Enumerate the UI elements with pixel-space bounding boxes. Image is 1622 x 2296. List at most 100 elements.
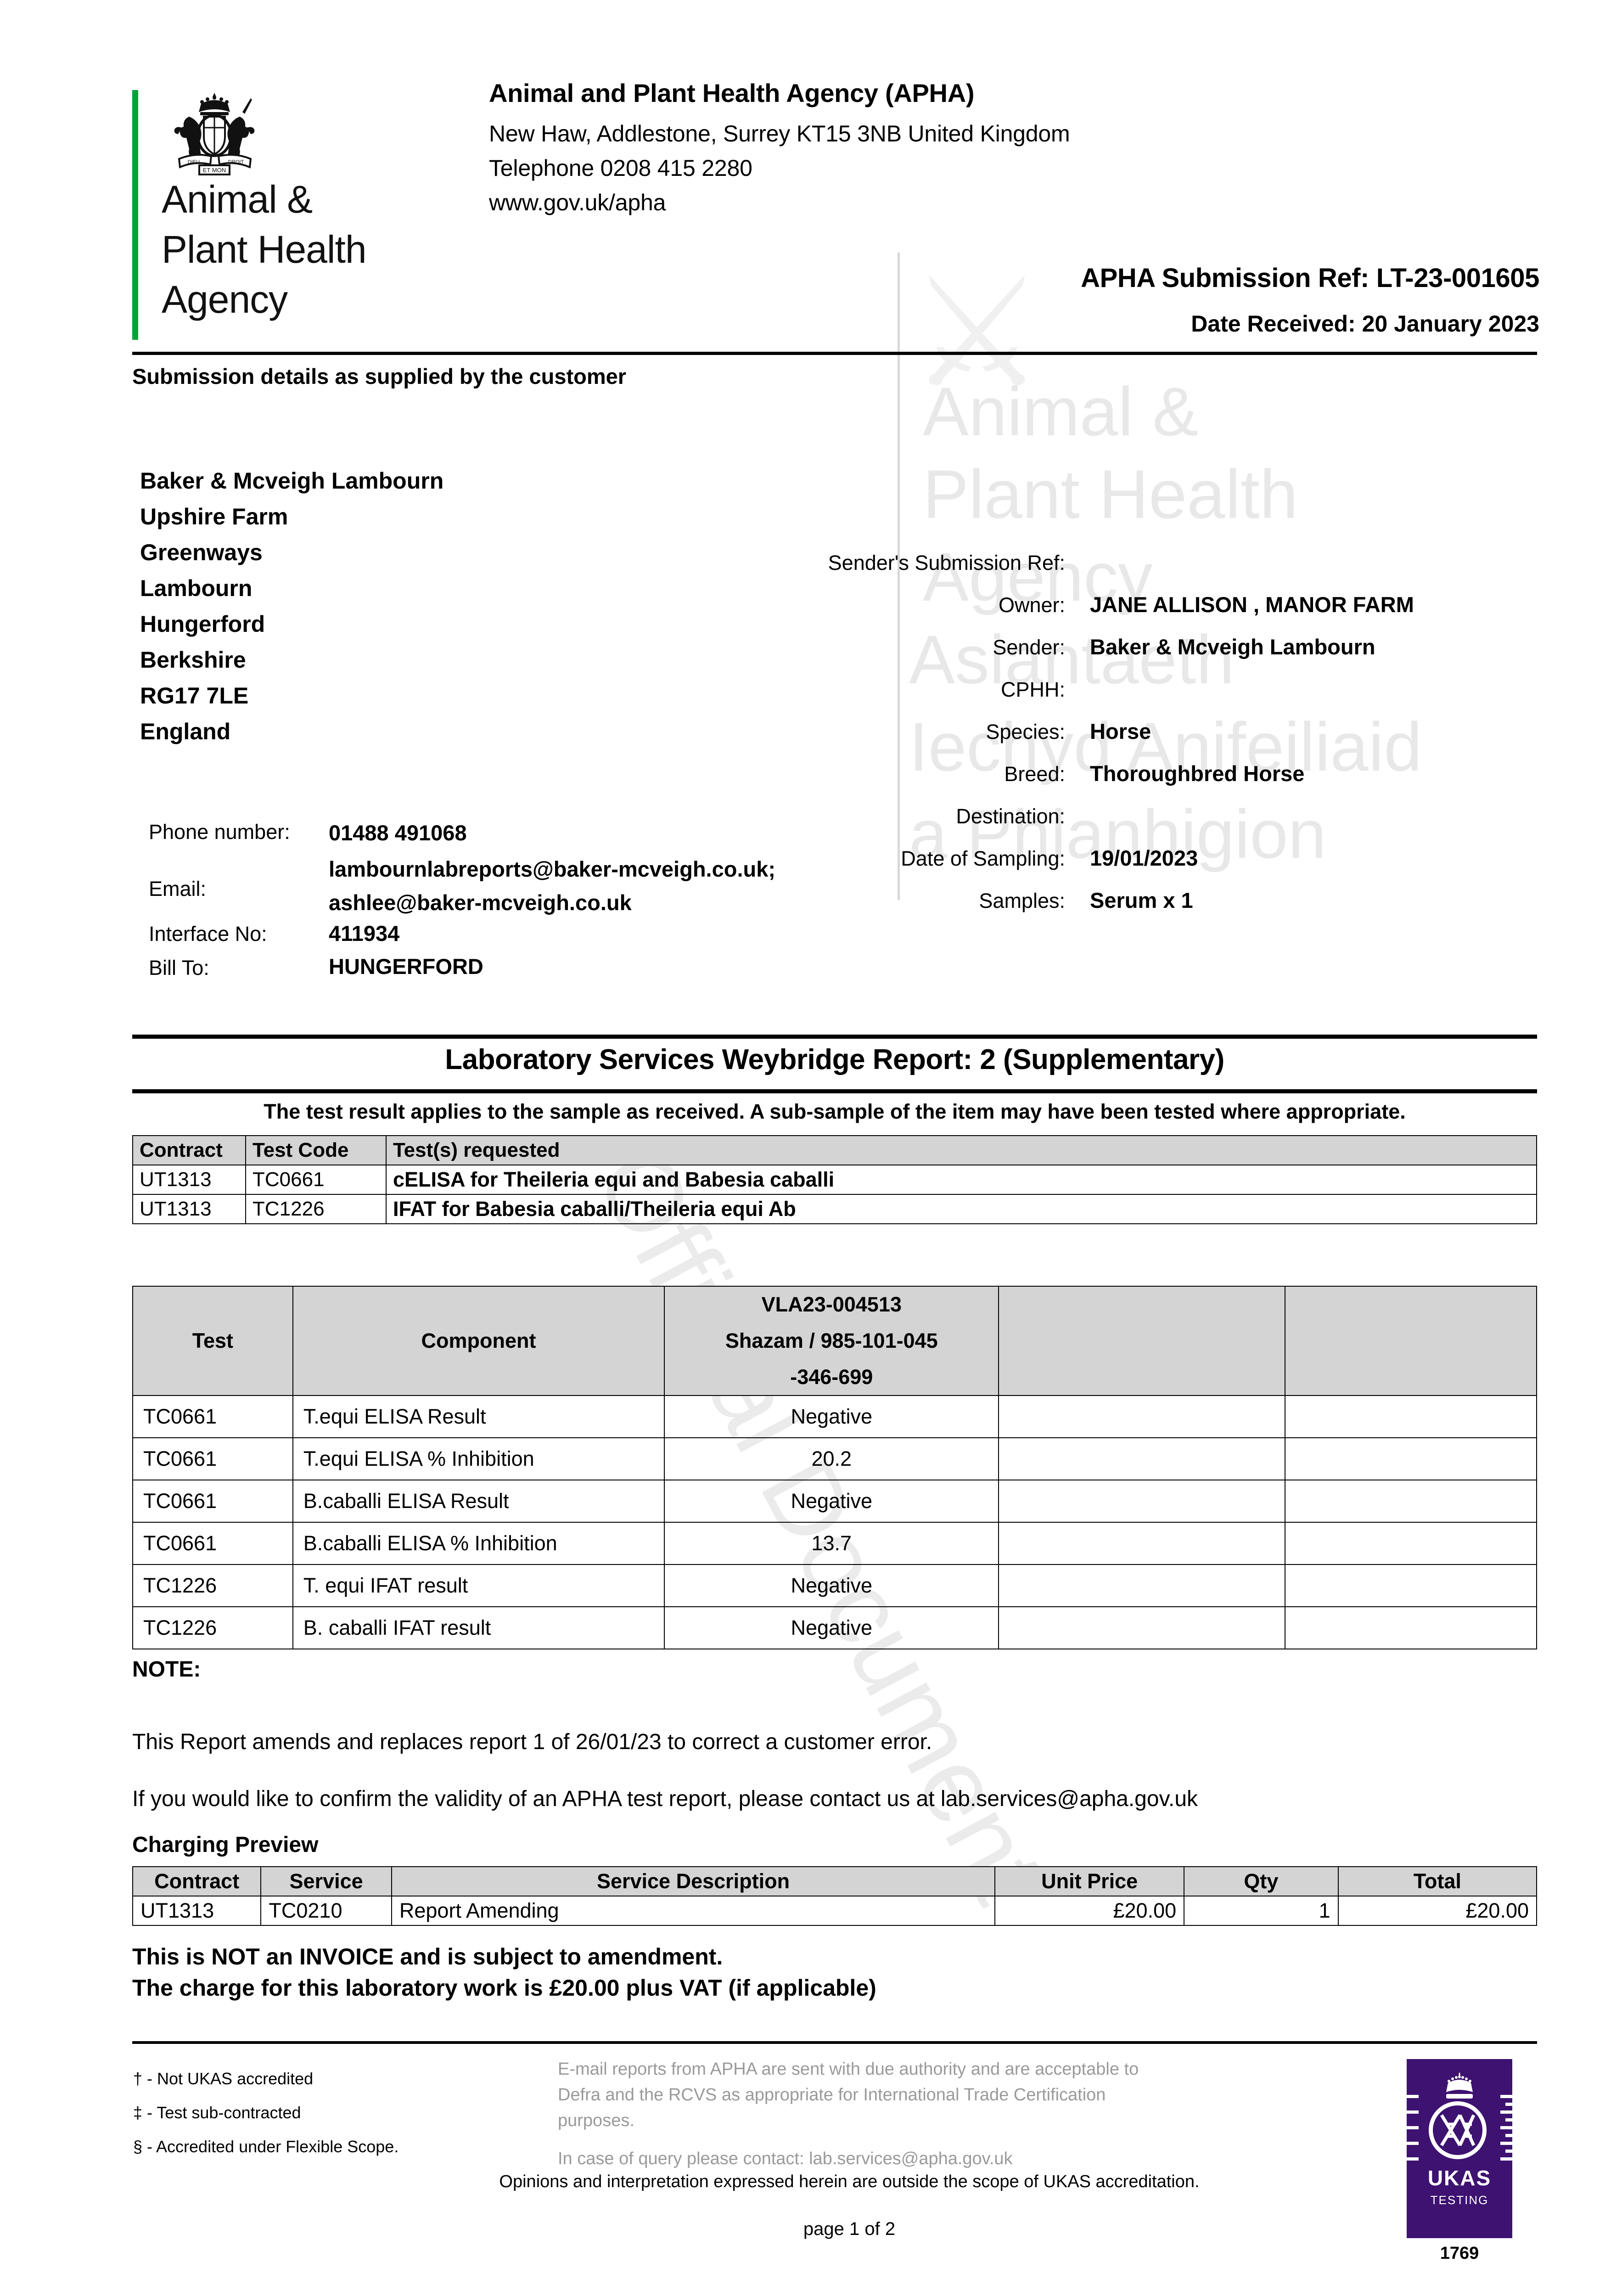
ukas-crown-icon	[1446, 2072, 1473, 2099]
address-line: Hungerford	[140, 611, 265, 637]
report-title: Laboratory Services Weybridge Report: 2 …	[445, 1044, 1224, 1075]
email-note-line-1: E-mail reports from APHA are sent with d…	[558, 2060, 1139, 2079]
cell-empty-1	[998, 1606, 1285, 1650]
logo-line-2: Plant Health	[162, 228, 367, 271]
samples-value: Serum x 1	[1090, 888, 1193, 912]
address-line: RG17 7LE	[140, 683, 249, 709]
ukas-emblem-circle	[1429, 2101, 1487, 2159]
column-header-sample: VLA23-004513 Shazam / 985-101-045 -346-6…	[664, 1285, 999, 1396]
organisation-address: New Haw, Addlestone, Surrey KT15 3NB Uni…	[489, 121, 1070, 146]
date-of-sampling-label: Date of Sampling:	[901, 847, 1065, 870]
cell-contract: UT1313	[132, 1165, 246, 1195]
cell-test: TC0661	[132, 1480, 293, 1523]
cell-total: £20.00	[1337, 1896, 1538, 1926]
column-header-service: Service	[260, 1866, 392, 1896]
report-title-rule-bottom	[132, 1089, 1537, 1093]
cell-empty-1	[998, 1480, 1285, 1523]
email-line-2: ashlee@baker-mcveigh.co.uk	[329, 890, 632, 915]
cell-service-description: Report Amending	[391, 1896, 996, 1926]
column-header-empty-2	[1284, 1285, 1538, 1396]
sample-id-line-2: Shazam / 985-101-045	[725, 1328, 938, 1352]
column-header-component: Component	[292, 1285, 665, 1396]
svg-text:DIEU: DIEU	[188, 159, 200, 165]
breed-label: Breed:	[1004, 762, 1065, 786]
phone-value: 01488 491068	[329, 821, 467, 845]
footer-divider-rule	[132, 2041, 1537, 2044]
key-flexible-scope: § - Accredited under Flexible Scope.	[133, 2137, 399, 2156]
cell-result: Negative	[664, 1395, 999, 1439]
charging-preview-heading: Charging Preview	[132, 1833, 319, 1857]
column-header-test-code: Test Code	[245, 1135, 387, 1165]
query-contact-note: In case of query please contact: lab.ser…	[558, 2149, 1013, 2168]
column-header-empty-1	[998, 1285, 1285, 1396]
interface-no-label: Interface No:	[149, 922, 267, 945]
cell-empty-2	[1284, 1564, 1538, 1608]
table-row: TC0661 B.caballi ELISA Result Negative	[132, 1480, 1538, 1523]
cell-result: Negative	[664, 1564, 999, 1608]
address-line: Greenways	[140, 540, 263, 565]
apha-submission-ref: APHA Submission Ref: LT-23-001605	[1081, 263, 1539, 293]
cell-empty-1	[998, 1522, 1285, 1565]
watermark-line-1: Animal &	[923, 373, 1199, 450]
organisation-website: www.gov.uk/apha	[489, 190, 666, 215]
organisation-telephone: Telephone 0208 415 2280	[489, 155, 752, 181]
email-line-1: lambournlabreports@baker-mcveigh.co.uk;	[329, 857, 776, 881]
cell-component: B.caballi ELISA Result	[292, 1480, 665, 1523]
header-vertical-divider	[898, 253, 900, 900]
address-line: Upshire Farm	[140, 504, 288, 529]
cell-component: B.caballi ELISA % Inhibition	[292, 1522, 665, 1565]
cell-test: TC0661	[132, 1522, 293, 1565]
note-paragraph-2: If you would like to confirm the validit…	[132, 1787, 1198, 1811]
watermark-crest-icon: ⚔	[909, 248, 1045, 417]
ukas-testing-logo: UKAS TESTING	[1407, 2059, 1512, 2238]
cell-empty-2	[1284, 1437, 1538, 1481]
species-label: Species:	[986, 720, 1065, 743]
breed-value: Thoroughbred Horse	[1090, 761, 1305, 786]
cell-result: Negative	[664, 1606, 999, 1650]
date-of-sampling-value: 19/01/2023	[1090, 846, 1198, 870]
brand-green-bar	[132, 90, 138, 340]
column-header-contract: Contract	[132, 1866, 262, 1896]
address-line: Baker & Mcveigh Lambourn	[140, 468, 444, 494]
key-not-ukas-accredited: † - Not UKAS accredited	[133, 2069, 314, 2088]
address-line: England	[140, 719, 231, 744]
table-row: UT1313 TC0661 cELISA for Theileria equi …	[132, 1165, 1537, 1195]
column-header-unit-price: Unit Price	[994, 1866, 1185, 1896]
owner-value: JANE ALLISON , MANOR FARM	[1090, 592, 1414, 617]
cell-empty-1	[998, 1437, 1285, 1481]
table-row: TC0661 T.equi ELISA Result Negative	[132, 1395, 1538, 1439]
logo-line-1: Animal &	[162, 178, 313, 221]
table-header-row: Contract Service Service Description Uni…	[132, 1866, 1538, 1896]
samples-label: Samples:	[979, 889, 1065, 912]
note-paragraph-1: This Report amends and replaces report 1…	[132, 1730, 932, 1754]
senders-ref-label: Sender's Submission Ref:	[828, 551, 1065, 574]
email-note-line-2: Defra and the RCVS as appropriate for In…	[558, 2085, 1106, 2105]
cell-test: TC0661	[132, 1437, 293, 1481]
accreditation-key-list: † - Not UKAS accredited ‡ - Test sub-con…	[133, 2062, 398, 2163]
header-divider-rule	[132, 352, 1537, 355]
cell-test-code: TC0661	[245, 1165, 387, 1195]
email-value: lambournlabreports@baker-mcveigh.co.uk; …	[329, 853, 775, 920]
opinions-scope-note: Opinions and interpretation expressed he…	[499, 2172, 1200, 2191]
ukas-ticks-left	[1407, 2095, 1419, 2161]
email-authority-note: E-mail reports from APHA are sent with d…	[558, 2056, 1311, 2172]
customer-address-block: Baker & Mcveigh Lambourn Upshire Farm Gr…	[140, 463, 443, 749]
bill-to-label: Bill To:	[149, 956, 209, 979]
cell-test-code: TC1226	[245, 1194, 387, 1224]
organisation-title: Animal and Plant Health Agency (APHA)	[489, 79, 975, 107]
column-header-qty: Qty	[1184, 1866, 1339, 1896]
address-line: Lambourn	[140, 575, 253, 601]
table-row: TC0661 B.caballi ELISA % Inhibition 13.7	[132, 1522, 1538, 1565]
royal-coat-of-arms-icon: ET MON DIEU DROIT	[174, 93, 255, 175]
table-row: UT1313 TC1226 IFAT for Babesia caballi/T…	[132, 1194, 1537, 1224]
cell-result: 20.2	[664, 1437, 999, 1481]
column-header-tests-requested: Test(s) requested	[386, 1135, 1537, 1165]
key-test-sub-contracted: ‡ - Test sub-contracted	[133, 2103, 301, 2122]
table-row: TC1226 T. equi IFAT result Negative	[132, 1564, 1538, 1608]
cell-empty-1	[998, 1564, 1285, 1608]
cell-empty-2	[1284, 1395, 1538, 1439]
column-header-total: Total	[1337, 1866, 1538, 1896]
submission-details-heading: Submission details as supplied by the cu…	[132, 364, 627, 388]
address-line: Berkshire	[140, 647, 246, 673]
cell-empty-2	[1284, 1606, 1538, 1650]
